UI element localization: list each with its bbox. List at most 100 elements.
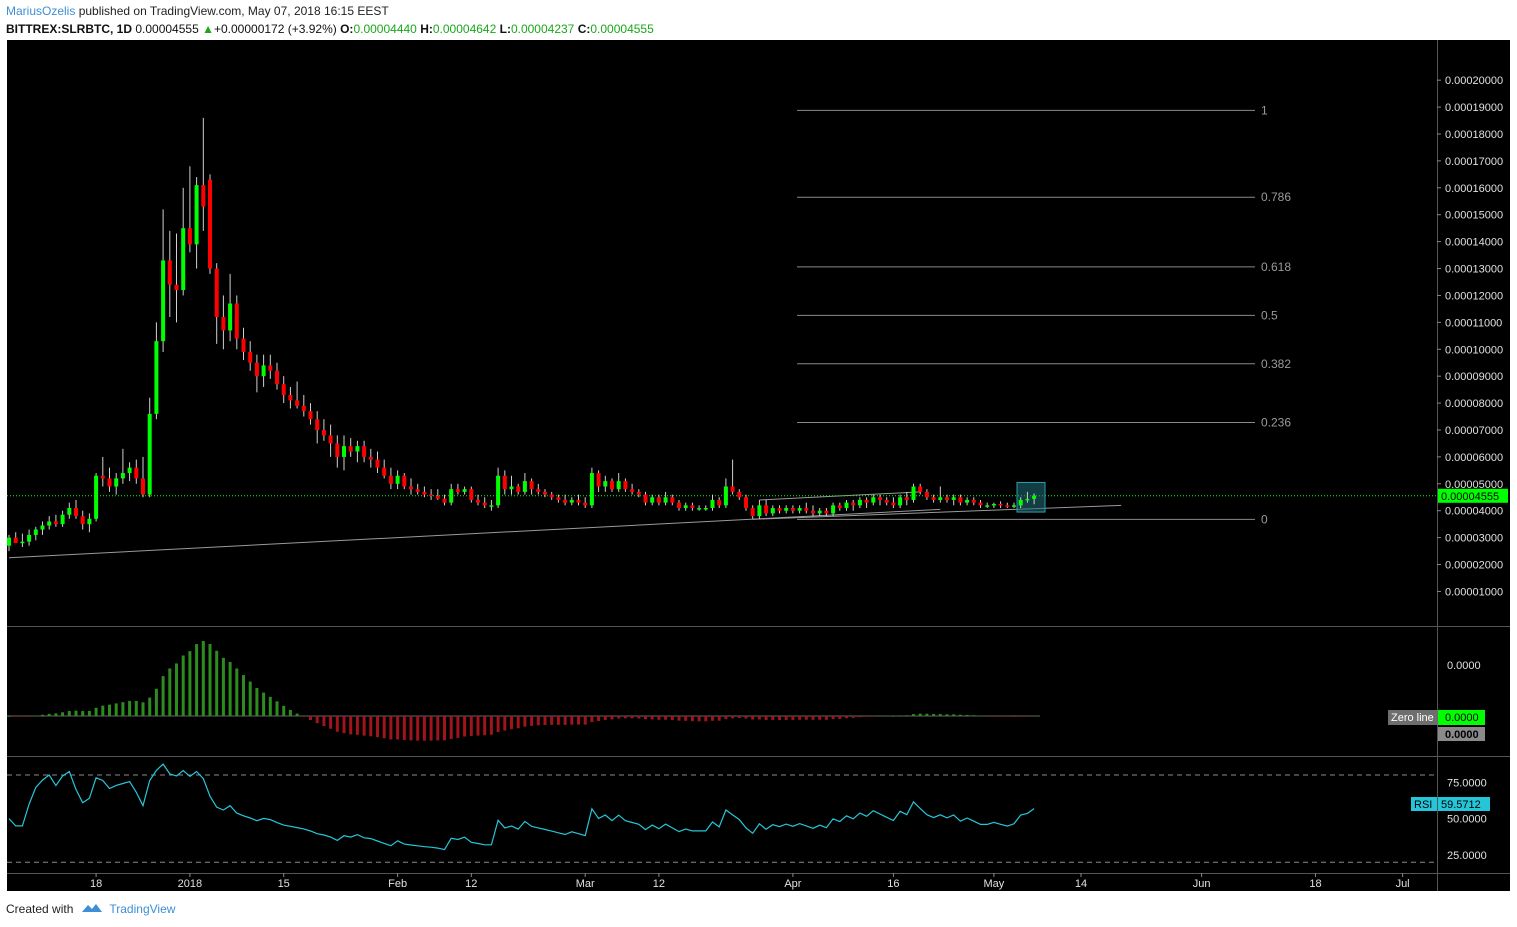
oscillator-histogram-bar bbox=[999, 716, 1003, 717]
candle-body bbox=[221, 316, 226, 331]
candle-body bbox=[630, 489, 635, 492]
tradingview-brand-link[interactable]: TradingView bbox=[109, 902, 176, 916]
oscillator-histogram-bar bbox=[288, 709, 292, 716]
oscillator-histogram-bar bbox=[262, 692, 266, 716]
candle-body bbox=[449, 489, 454, 503]
time-tick-label: 18 bbox=[90, 878, 102, 890]
oscillator-histogram-bar bbox=[503, 716, 507, 731]
candle-body bbox=[455, 489, 460, 492]
oscillator-histogram-bar bbox=[958, 714, 962, 716]
oscillator-histogram-bar bbox=[87, 710, 91, 716]
oscillator-histogram-bar bbox=[824, 716, 828, 720]
candle-body bbox=[134, 467, 139, 479]
oscillator-histogram-bar bbox=[429, 716, 433, 741]
candle-body bbox=[583, 502, 588, 506]
last-price: 0.00004555 bbox=[135, 22, 199, 36]
oscillator-histogram-bar bbox=[570, 716, 574, 725]
publisher-link[interactable]: MariusOzelis bbox=[6, 4, 76, 18]
oscillator-histogram-bar bbox=[617, 716, 621, 719]
oscillator-histogram-bar bbox=[851, 716, 855, 718]
oscillator-histogram-bar bbox=[536, 716, 540, 726]
oscillator-histogram-bar bbox=[972, 715, 976, 717]
price-tick-label: 0.00003000 bbox=[1445, 533, 1503, 545]
candle-body bbox=[13, 537, 18, 544]
oscillator-histogram-bar bbox=[992, 716, 996, 717]
rsi-line bbox=[8, 763, 1035, 851]
candle-body bbox=[938, 497, 943, 500]
oscillator-histogram-bar bbox=[161, 676, 165, 716]
oscillator-histogram-bar bbox=[376, 716, 379, 738]
rsi-tick-label: 50.0000 bbox=[1447, 814, 1487, 826]
oscillator-histogram-bar bbox=[402, 716, 406, 741]
candle-body bbox=[328, 435, 333, 444]
candle-body bbox=[67, 508, 72, 515]
trendline bbox=[752, 504, 1122, 520]
plot-background bbox=[7, 40, 1437, 891]
oscillator-histogram-bar bbox=[1025, 716, 1029, 717]
oscillator-histogram-bar bbox=[757, 716, 761, 720]
oscillator-histogram-bar bbox=[597, 716, 601, 722]
oscillator-histogram-bar bbox=[315, 716, 319, 724]
candle-body bbox=[697, 508, 702, 510]
candle-body bbox=[375, 459, 380, 468]
oscillator-histogram-bar bbox=[657, 716, 661, 720]
rsi-label: RSI bbox=[1414, 799, 1432, 811]
candle-body bbox=[730, 486, 735, 492]
oscillator-histogram-bar bbox=[771, 716, 775, 720]
oscillator-histogram-bar bbox=[61, 712, 65, 716]
candle-body bbox=[208, 179, 212, 269]
price-tick-label: 0.00001000 bbox=[1445, 586, 1503, 598]
candle-body bbox=[489, 505, 494, 507]
price-tick-label: 0.00016000 bbox=[1445, 183, 1503, 195]
oscillator-histogram-bar bbox=[436, 716, 440, 741]
candle-body bbox=[891, 502, 896, 506]
candle-body bbox=[710, 499, 715, 509]
oscillator-histogram-bar bbox=[751, 716, 755, 720]
oscillator-histogram-bar bbox=[215, 650, 219, 716]
candle-body bbox=[797, 508, 802, 511]
candle-body bbox=[589, 473, 594, 506]
candle-body bbox=[804, 508, 809, 511]
oscillator-histogram-bar bbox=[724, 716, 728, 720]
symbol-label: BITTREX:SLRBTC, 1D bbox=[6, 22, 132, 36]
oscillator-histogram-bar bbox=[108, 704, 111, 716]
candle-body bbox=[187, 228, 192, 245]
oscillator-histogram-bar bbox=[556, 716, 560, 725]
oscillator-histogram-bar bbox=[845, 716, 848, 719]
oscillator-histogram-bar bbox=[114, 703, 118, 716]
rsi-label-box bbox=[1411, 797, 1437, 811]
time-tick-label: 12 bbox=[465, 878, 477, 890]
oscillator-histogram-bar bbox=[242, 675, 245, 716]
oscillator-histogram-bar bbox=[134, 700, 138, 716]
candle-body bbox=[610, 481, 614, 490]
candle-body bbox=[556, 497, 561, 500]
candle-body bbox=[603, 481, 608, 487]
candle-body bbox=[884, 499, 889, 503]
chart-canvas[interactable]: 0.00001000 0.00002000 0.00003000 0.00004000… bbox=[0, 40, 1517, 892]
oscillator-histogram-bar bbox=[623, 716, 627, 719]
oscillator-histogram-bar bbox=[128, 700, 132, 716]
oscillator-histogram-bar bbox=[195, 644, 199, 716]
oscillator-histogram-bar bbox=[985, 716, 989, 717]
candle-body bbox=[321, 429, 326, 436]
candle-body bbox=[47, 521, 52, 526]
oscillator-histogram-bar bbox=[905, 715, 909, 717]
candle-body bbox=[308, 411, 313, 420]
oscillator-histogram-bar bbox=[831, 716, 835, 720]
oscillator-histogram-bar bbox=[637, 716, 641, 719]
price-tick-label: 0.00015000 bbox=[1445, 210, 1503, 222]
candle-body bbox=[844, 502, 849, 509]
candle-body bbox=[502, 475, 507, 490]
price-tick-label: 0.00018000 bbox=[1445, 129, 1503, 141]
oscillator-histogram-bar bbox=[483, 716, 487, 736]
oscillator-histogram-bar bbox=[938, 714, 942, 716]
oscillator-histogram-bar bbox=[20, 716, 24, 717]
oscillator-histogram-bar bbox=[577, 716, 580, 725]
oscillator-histogram-bar bbox=[248, 681, 252, 716]
high-value: 0.00004642 bbox=[432, 22, 497, 36]
oscillator-histogram-bar bbox=[181, 655, 185, 716]
candle-body bbox=[87, 518, 92, 525]
candle-body bbox=[878, 497, 882, 500]
oscillator-histogram-bar bbox=[41, 714, 44, 716]
price-change: +0.00000172 (+3.92%) bbox=[213, 22, 337, 36]
